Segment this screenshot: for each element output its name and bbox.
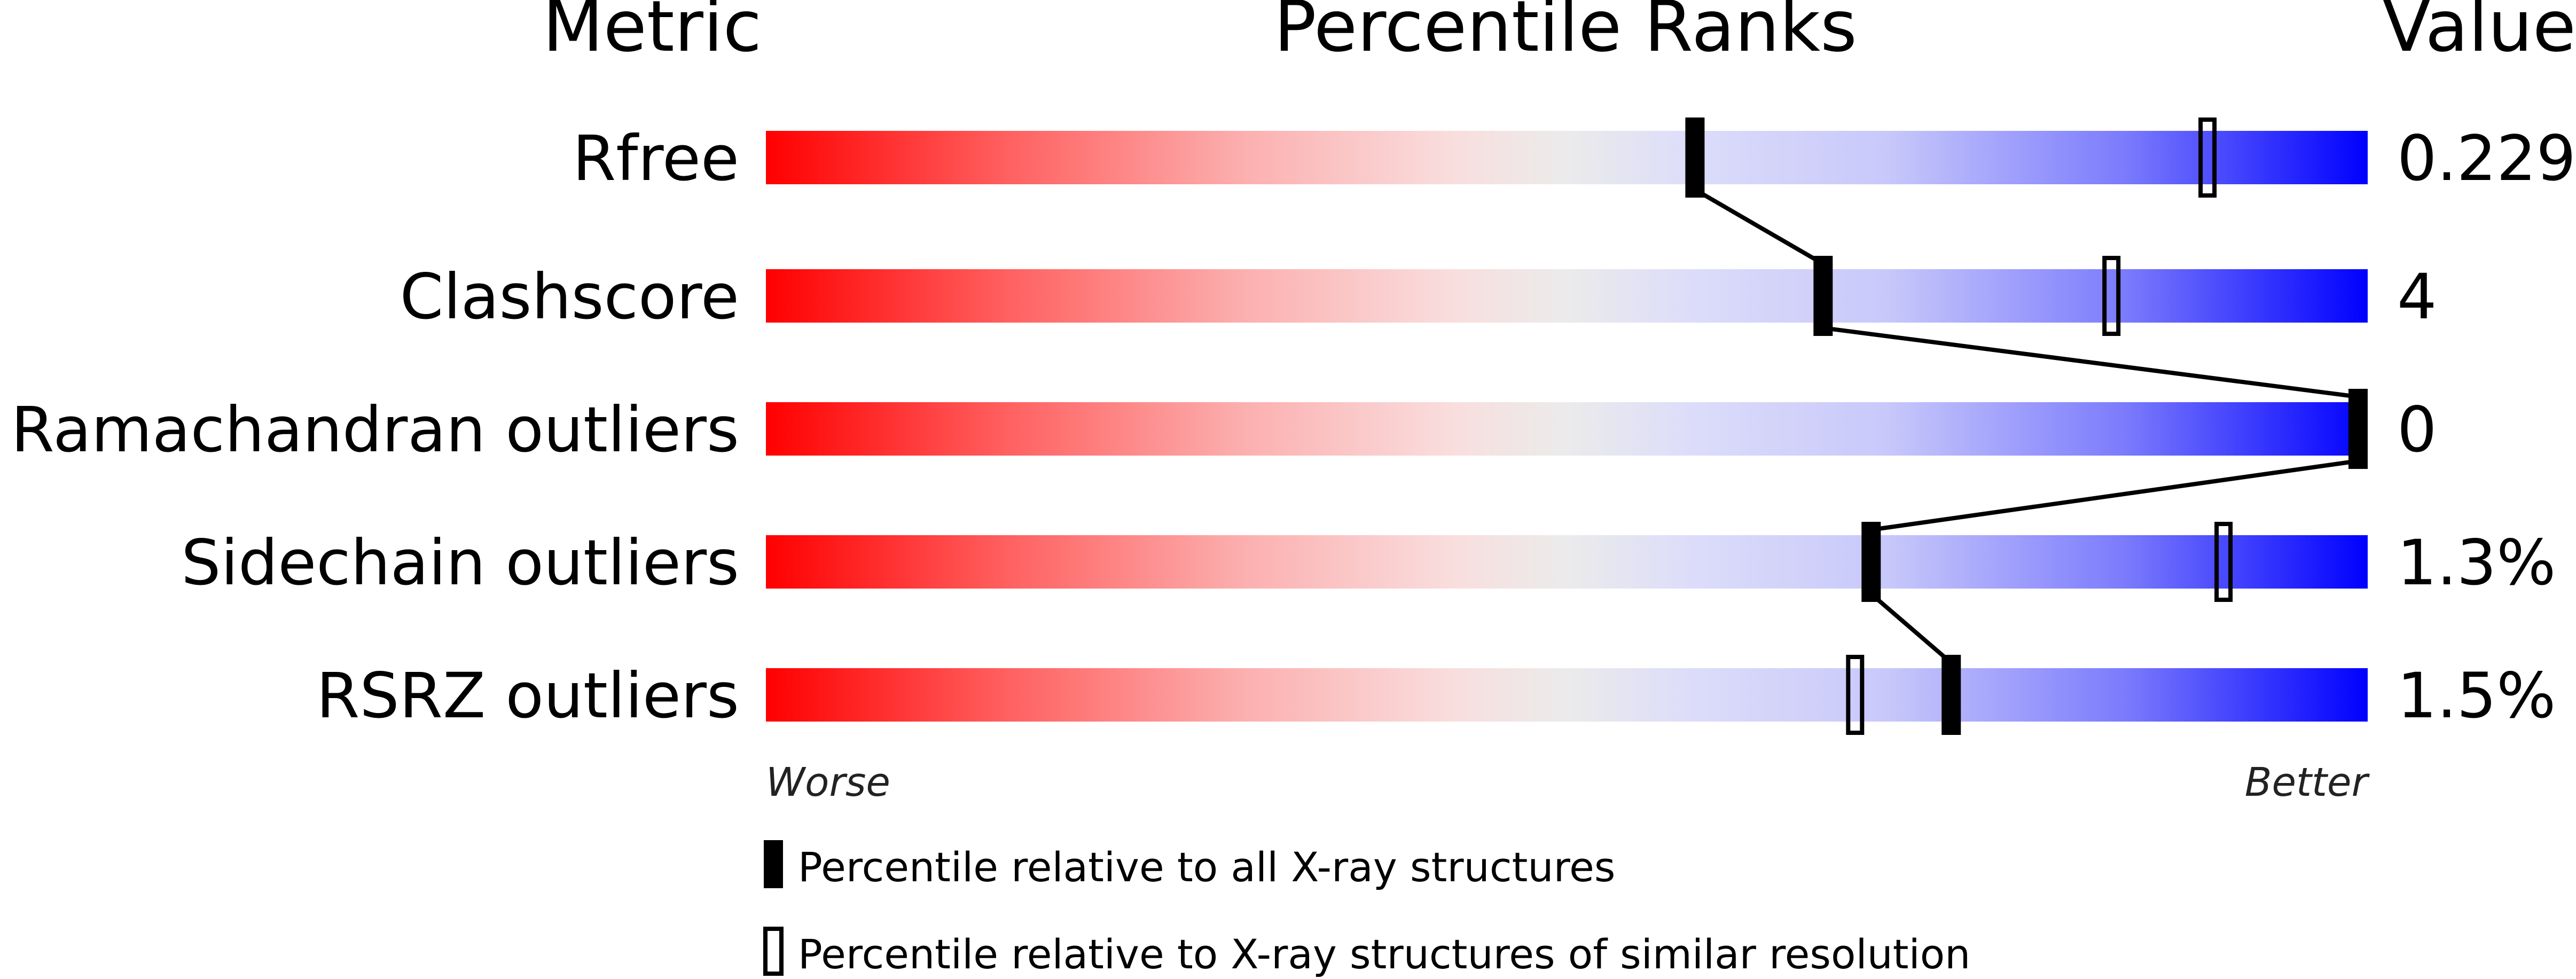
legend-similar-label: Percentile relative to X-ray structures … [798,930,1970,978]
connector-line [1694,187,1825,266]
percentile-bar [766,269,2368,323]
connector-line [1870,459,2359,532]
metric-value: 0.229 [2397,122,2576,195]
metric-label: Clashscore [400,260,739,333]
header-metric: Metric [543,0,762,68]
similar-resolution-marker [2214,522,2233,602]
header-value: Value [2383,0,2576,68]
metric-label: Rfree [573,122,739,195]
percentile-bar [766,131,2368,184]
legend-filled-marker [764,840,783,888]
metric-value: 4 [2397,260,2437,333]
legend-open-marker [763,927,784,976]
percentile-bar [766,668,2368,722]
similar-resolution-marker [2102,256,2121,336]
similar-resolution-marker [2198,118,2217,198]
worse-label: Worse [766,759,890,805]
header-percentile-ranks: Percentile Ranks [1274,0,1857,68]
metric-label: Ramachandran outliers [11,393,740,466]
legend-all-label: Percentile relative to all X-ray structu… [798,843,1616,891]
metric-value: 1.5% [2397,659,2556,732]
metric-value: 0 [2397,393,2437,466]
percentile-bar [766,535,2368,589]
percentile-bar [766,402,2368,456]
metric-label: RSRZ outliers [316,659,739,732]
all-structures-marker [1861,522,1881,602]
connector-line [1869,592,1953,665]
all-structures-marker [2348,389,2368,469]
similar-resolution-marker [1846,655,1865,735]
better-label: Better [2245,759,2370,805]
all-structures-marker [1813,256,1833,336]
metric-value: 1.3% [2397,526,2556,599]
all-structures-marker [1941,655,1961,735]
all-structures-marker [1685,118,1705,198]
metric-label: Sidechain outliers [181,526,739,599]
connector-line [1822,326,2359,399]
